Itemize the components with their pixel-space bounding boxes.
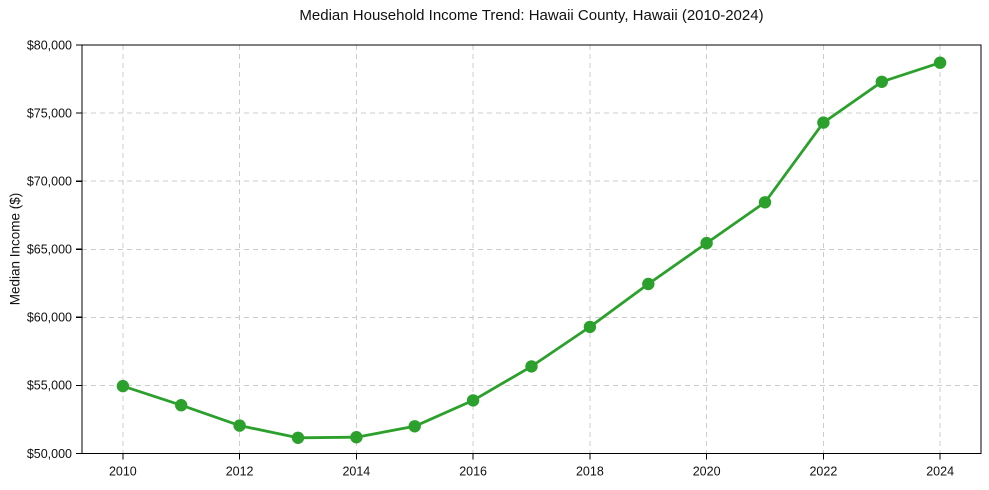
data-point	[350, 431, 363, 444]
x-tick-label: 2010	[109, 465, 137, 479]
data-point	[291, 431, 305, 444]
x-tick-label: 2018	[576, 465, 604, 479]
y-tick-label: $75,000	[27, 106, 72, 120]
y-tick-label: $65,000	[27, 243, 72, 257]
data-point	[933, 56, 947, 69]
x-tick-label: 2016	[459, 465, 487, 479]
y-tick-label: $55,000	[27, 379, 72, 393]
trend-line	[121, 61, 942, 440]
x-tick-label: 2022	[809, 465, 837, 479]
data-point	[116, 379, 130, 393]
data-point	[233, 419, 246, 432]
x-tick-label: 2012	[226, 465, 254, 479]
x-tick-label: 2020	[693, 465, 721, 479]
data-point	[758, 196, 772, 209]
data-point	[700, 236, 713, 250]
y-tick-label: $50,000	[27, 447, 72, 461]
chart-title: Median Household Income Trend: Hawaii Co…	[299, 7, 764, 24]
y-tick-label: $70,000	[27, 174, 72, 188]
y-tick-label: $80,000	[27, 38, 72, 52]
data-point	[817, 116, 830, 129]
x-tick-label: 2024	[926, 465, 954, 479]
y-tick-label: $60,000	[27, 311, 72, 325]
data-point	[642, 277, 655, 291]
data-point	[175, 399, 188, 412]
x-tick-label: 2014	[342, 465, 370, 479]
data-point	[875, 75, 888, 89]
data-point	[466, 394, 480, 407]
data-point	[408, 420, 421, 433]
data-point	[583, 320, 597, 334]
data-point	[525, 360, 538, 373]
